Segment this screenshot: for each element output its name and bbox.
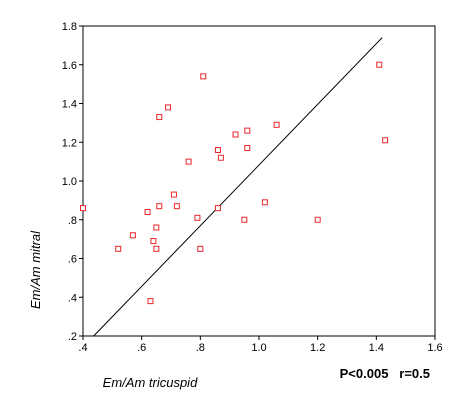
x-axis: .4 .6 .8 1.0 1.2 1.4 1.6 bbox=[78, 336, 443, 354]
y-tick-label: .2 bbox=[68, 331, 77, 343]
data-point bbox=[156, 203, 163, 210]
x-tick-label: 1.0 bbox=[251, 342, 266, 354]
data-point bbox=[214, 147, 221, 153]
data-point bbox=[115, 245, 122, 252]
regression-line-group bbox=[93, 37, 383, 337]
data-point bbox=[129, 232, 136, 239]
y-tick-label: 1.4 bbox=[62, 99, 77, 111]
data-points bbox=[80, 61, 389, 305]
data-point bbox=[170, 191, 177, 198]
stats-annotation: P<0.005 r=0.5 bbox=[340, 366, 430, 381]
x-tick-label: 1.2 bbox=[310, 342, 325, 354]
data-point bbox=[165, 104, 172, 111]
data-point bbox=[153, 224, 160, 231]
y-tick-label: 1.8 bbox=[62, 21, 77, 33]
y-tick-label: .4 bbox=[68, 292, 77, 304]
plot-frame bbox=[82, 25, 436, 337]
data-point bbox=[144, 209, 151, 215]
data-point bbox=[244, 127, 251, 134]
y-tick-label: 1.6 bbox=[62, 60, 77, 72]
x-axis-title: Em/Am tricuspid bbox=[103, 375, 198, 390]
data-point bbox=[150, 238, 157, 245]
y-tick-label: 1.0 bbox=[62, 176, 77, 188]
data-point bbox=[200, 73, 207, 80]
data-point bbox=[147, 298, 154, 305]
data-point bbox=[376, 61, 383, 68]
data-point bbox=[194, 214, 201, 221]
data-point bbox=[214, 205, 221, 212]
y-tick-label: .8 bbox=[68, 215, 77, 227]
y-axis: .2 .4 .6 .8 1.0 1.2 1.4 1.6 1.8 bbox=[62, 21, 83, 343]
data-point bbox=[156, 114, 163, 121]
data-point bbox=[217, 154, 224, 161]
x-tick-label: 1.4 bbox=[369, 342, 384, 354]
regression-line bbox=[93, 37, 383, 337]
data-point bbox=[197, 245, 204, 252]
y-axis-title: Em/Am mitral bbox=[28, 230, 43, 309]
data-point bbox=[185, 158, 192, 165]
data-point bbox=[382, 137, 389, 144]
x-tick-label: .8 bbox=[196, 342, 205, 354]
x-tick-label: .4 bbox=[78, 342, 87, 354]
y-tick-label: 1.2 bbox=[62, 137, 77, 149]
data-point bbox=[232, 131, 239, 138]
data-point bbox=[273, 121, 280, 128]
data-point bbox=[153, 245, 160, 252]
y-tick-label: .6 bbox=[68, 254, 77, 266]
data-point bbox=[314, 216, 321, 223]
data-point bbox=[261, 199, 268, 206]
data-point bbox=[244, 145, 251, 152]
data-point bbox=[241, 216, 248, 223]
x-tick-label: 1.6 bbox=[427, 342, 442, 354]
data-point bbox=[173, 203, 180, 210]
x-tick-label: .6 bbox=[137, 342, 146, 354]
data-point bbox=[80, 205, 86, 212]
